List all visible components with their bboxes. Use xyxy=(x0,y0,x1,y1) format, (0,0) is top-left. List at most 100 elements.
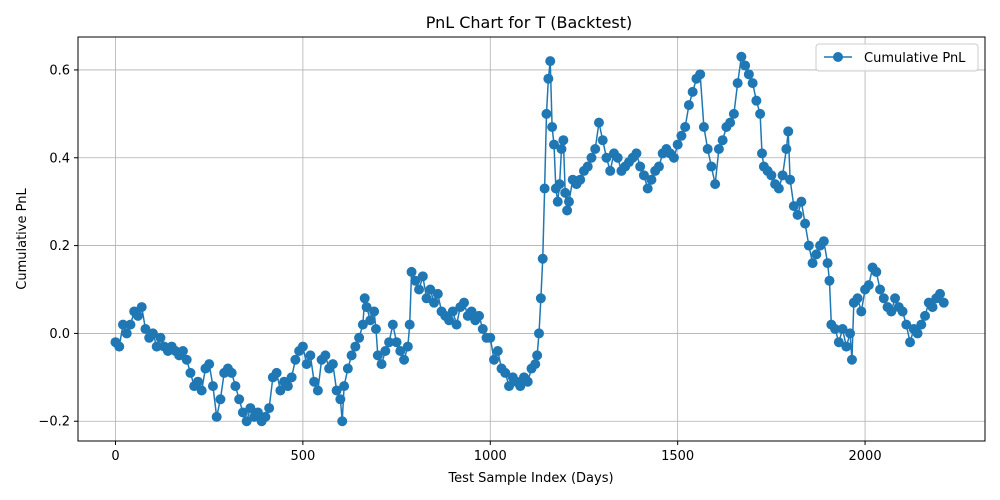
data-point xyxy=(871,266,882,277)
data-point xyxy=(863,280,874,291)
data-point xyxy=(646,174,657,185)
x-axis-label: Test Sample Index (Days) xyxy=(447,471,613,486)
data-point xyxy=(402,341,413,352)
data-point xyxy=(399,354,410,365)
data-point xyxy=(766,170,777,181)
data-point xyxy=(710,179,721,190)
data-point xyxy=(260,411,271,422)
data-point xyxy=(372,350,383,361)
data-point xyxy=(530,359,541,370)
data-point xyxy=(554,179,565,190)
data-point xyxy=(331,385,342,396)
legend-marker xyxy=(833,52,843,62)
data-point xyxy=(417,271,428,282)
x-tick-label: 1500 xyxy=(661,449,694,464)
data-point xyxy=(121,328,132,339)
data-point xyxy=(404,319,415,330)
data-point xyxy=(365,315,376,326)
data-point xyxy=(841,341,852,352)
data-point xyxy=(886,306,897,317)
data-point xyxy=(638,170,649,181)
data-point xyxy=(631,148,642,159)
data-point xyxy=(320,350,331,361)
data-point xyxy=(668,152,679,163)
data-point xyxy=(286,372,297,383)
data-point xyxy=(535,293,546,304)
data-point xyxy=(117,319,128,330)
data-point xyxy=(132,310,143,321)
data-point xyxy=(698,122,709,133)
data-point xyxy=(757,148,767,159)
data-point xyxy=(414,284,425,295)
data-point xyxy=(140,324,151,335)
data-point xyxy=(290,354,301,365)
data-point xyxy=(466,306,477,317)
data-point xyxy=(582,161,593,172)
data-point xyxy=(635,161,646,172)
data-point xyxy=(725,117,736,128)
data-point xyxy=(807,258,818,269)
data-point xyxy=(612,152,623,163)
data-point xyxy=(751,95,762,106)
y-tick-label: −0.2 xyxy=(38,415,70,430)
data-point xyxy=(824,275,835,286)
data-point xyxy=(792,209,803,220)
data-point xyxy=(327,359,338,370)
data-point xyxy=(890,293,901,304)
data-point xyxy=(312,385,323,396)
data-point xyxy=(818,236,829,247)
data-point xyxy=(833,337,844,348)
data-point xyxy=(846,354,857,365)
data-point xyxy=(350,341,361,352)
legend-label: Cumulative PnL xyxy=(864,51,966,66)
data-point xyxy=(785,174,796,185)
data-point xyxy=(788,201,799,212)
data-point xyxy=(575,174,586,185)
data-point xyxy=(837,324,848,335)
data-point xyxy=(432,288,443,299)
y-tick-label: 0.6 xyxy=(49,63,70,78)
data-point xyxy=(282,381,293,392)
data-point xyxy=(410,275,421,286)
data-point xyxy=(485,332,496,343)
data-point xyxy=(477,324,488,335)
data-point xyxy=(305,350,316,361)
y-tick-label: 0.2 xyxy=(49,239,70,254)
data-point xyxy=(713,143,724,154)
data-point xyxy=(346,350,357,361)
data-point xyxy=(504,381,515,392)
data-point xyxy=(151,341,162,352)
data-point xyxy=(773,183,784,194)
data-point xyxy=(901,319,912,330)
data-point xyxy=(597,135,608,146)
data-point xyxy=(740,60,751,71)
data-point xyxy=(391,337,402,348)
data-point xyxy=(706,161,717,172)
data-point xyxy=(155,332,166,343)
data-point xyxy=(562,205,573,216)
data-point xyxy=(406,266,417,277)
x-tick-label: 500 xyxy=(290,449,315,464)
data-point xyxy=(234,394,245,405)
data-point xyxy=(743,69,754,80)
data-point xyxy=(680,122,691,133)
data-point xyxy=(539,183,550,194)
data-point xyxy=(537,253,548,264)
data-point xyxy=(136,302,147,313)
data-point xyxy=(114,341,125,352)
data-point xyxy=(878,293,889,304)
data-point xyxy=(642,183,653,194)
data-point xyxy=(676,130,687,141)
data-point xyxy=(702,143,713,154)
data-point xyxy=(547,122,558,133)
data-point xyxy=(755,108,766,119)
data-point xyxy=(852,293,863,304)
data-point xyxy=(297,341,308,352)
data-point xyxy=(695,69,706,80)
data-point xyxy=(271,367,282,378)
data-point xyxy=(489,354,500,365)
data-point xyxy=(185,367,196,378)
data-point xyxy=(264,403,275,414)
